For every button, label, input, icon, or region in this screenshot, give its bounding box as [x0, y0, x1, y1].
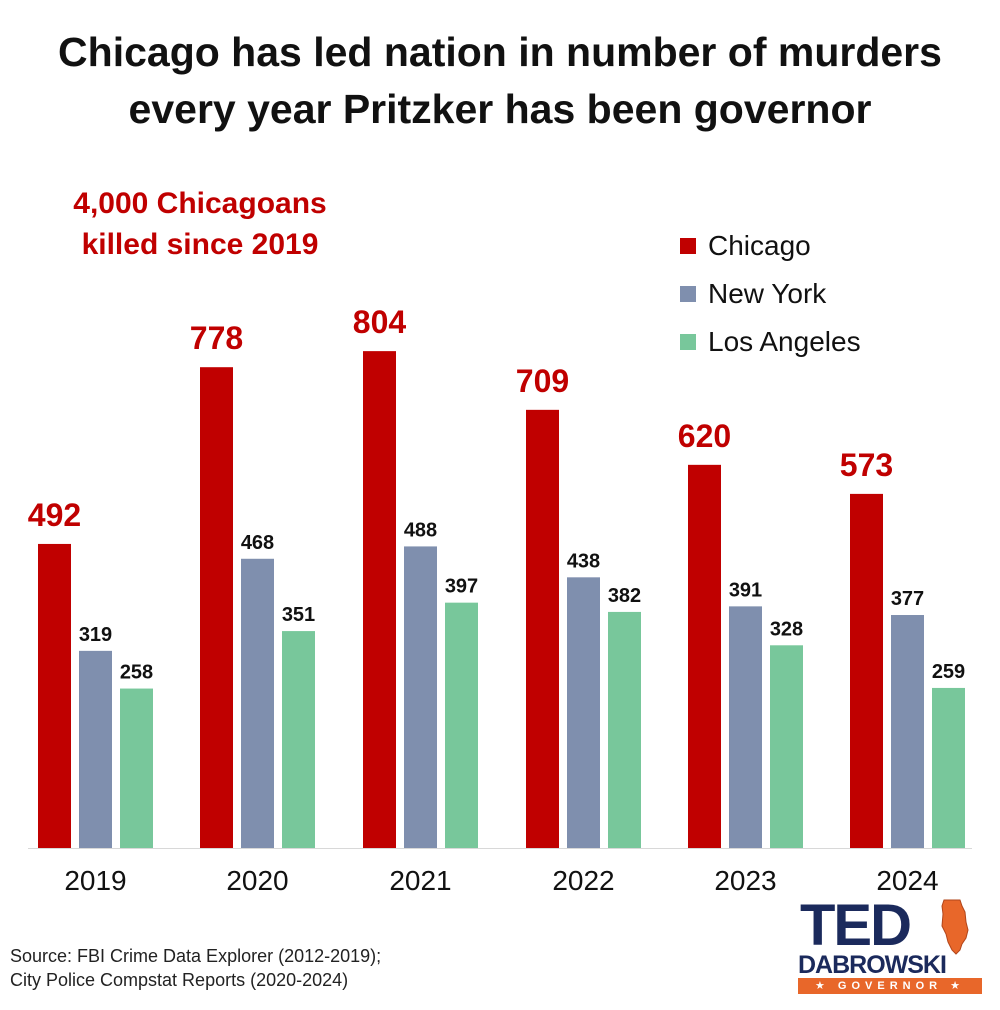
x-tick-label-2020: 2020: [226, 865, 288, 896]
source-note: Source: FBI Crime Data Explorer (2012-20…: [10, 944, 381, 993]
legend-item-new-york: New York: [680, 270, 861, 318]
bar-chicago-2019: [38, 543, 71, 848]
bar-new-york-2023: [729, 606, 762, 848]
data-label-chicago-2021: 804: [353, 304, 407, 340]
legend-item-chicago: Chicago: [680, 222, 861, 270]
data-label-new-york-2023: 391: [729, 579, 762, 601]
data-label-chicago-2022: 709: [516, 363, 569, 399]
x-tick-label-2024: 2024: [876, 865, 938, 896]
data-label-los-angeles-2019: 258: [120, 662, 153, 684]
legend-swatch: [680, 238, 696, 254]
bar-los-angeles-2019: [120, 688, 153, 848]
logo-ted-text: TED: [800, 893, 912, 958]
bar-los-angeles-2023: [770, 645, 803, 848]
legend-item-los-angeles: Los Angeles: [680, 318, 861, 366]
data-label-los-angeles-2020: 351: [282, 604, 315, 626]
chart-legend: Chicago New York Los Angeles: [680, 222, 861, 366]
bar-los-angeles-2020: [282, 631, 315, 848]
x-tick-label-2021: 2021: [389, 865, 451, 896]
legend-label: Chicago: [708, 230, 811, 261]
logo-tagline: ★ GOVERNOR ★: [798, 978, 982, 994]
data-label-new-york-2021: 488: [404, 519, 437, 541]
data-label-los-angeles-2022: 382: [608, 585, 641, 607]
legend-label: Los Angeles: [708, 326, 861, 357]
chart-title: Chicago has led nation in number of murd…: [0, 24, 1000, 139]
bar-new-york-2022: [567, 577, 600, 848]
bar-chicago-2021: [363, 351, 396, 848]
legend-swatch: [680, 286, 696, 302]
data-label-new-york-2022: 438: [567, 550, 600, 572]
legend-label: New York: [708, 278, 827, 309]
data-label-chicago-2020: 778: [190, 320, 243, 356]
data-label-chicago-2019: 492: [28, 497, 81, 533]
bar-new-york-2024: [891, 615, 924, 848]
data-label-los-angeles-2021: 397: [445, 576, 478, 598]
source-line-2: City Police Compstat Reports (2020-2024): [10, 970, 349, 991]
campaign-logo: TED DABROWSKI ★ GOVERNOR ★: [794, 894, 990, 1000]
chart-title-line-2: every year Pritzker has been governor: [128, 86, 872, 133]
data-label-chicago-2024: 573: [840, 447, 893, 483]
data-label-new-york-2024: 377: [891, 588, 924, 610]
bar-los-angeles-2021: [445, 602, 478, 848]
bar-chicago-2024: [850, 493, 883, 848]
data-label-new-york-2020: 468: [241, 532, 274, 554]
bar-new-york-2021: [404, 546, 437, 848]
data-label-los-angeles-2024: 259: [932, 661, 965, 683]
illinois-state-icon: [941, 899, 969, 955]
callout-annotation: 4,000 Chicagoans killed since 2019: [20, 184, 380, 266]
bar-chicago-2022: [526, 409, 559, 848]
bar-new-york-2019: [79, 650, 112, 848]
bar-chicago-2023: [688, 464, 721, 848]
x-tick-label-2023: 2023: [714, 865, 776, 896]
bar-los-angeles-2022: [608, 611, 641, 848]
legend-swatch: [680, 334, 696, 350]
x-tick-label-2019: 2019: [64, 865, 126, 896]
logo-name-text: DABROWSKI: [798, 951, 947, 979]
bar-los-angeles-2024: [932, 687, 965, 848]
bar-chicago-2020: [200, 367, 233, 848]
bar-new-york-2020: [241, 558, 274, 848]
callout-line-2: killed since 2019: [81, 227, 319, 261]
x-tick-label-2022: 2022: [552, 865, 614, 896]
callout-line-1: 4,000 Chicagoans: [73, 187, 327, 220]
source-line-1: Source: FBI Crime Data Explorer (2012-20…: [10, 946, 382, 966]
data-label-los-angeles-2023: 328: [770, 618, 803, 640]
chart-title-line-1: Chicago has led nation in number of murd…: [58, 29, 942, 75]
data-label-new-york-2019: 319: [79, 624, 112, 646]
data-label-chicago-2023: 620: [678, 418, 731, 454]
